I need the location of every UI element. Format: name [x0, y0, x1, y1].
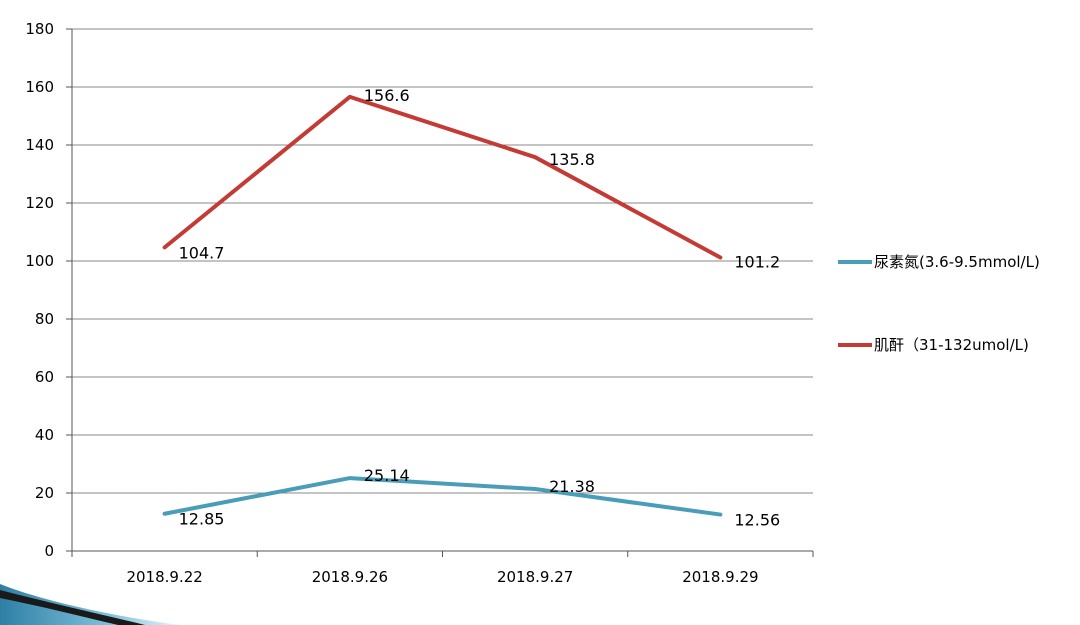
axes	[66, 28, 814, 557]
y-tick-label: 140	[25, 136, 54, 154]
data-label: 104.7	[179, 243, 225, 262]
y-tick-label: 60	[35, 368, 54, 386]
series-line-1	[162, 476, 723, 517]
data-label: 25.14	[364, 466, 410, 485]
legend: 尿素氮(3.6-9.5mmol/L) 肌酐（31-132umol/L)	[838, 253, 1040, 354]
legend-label-2: 肌酐（31-132umol/L)	[874, 336, 1029, 354]
x-tick-label: 2018.9.27	[497, 568, 573, 586]
data-label: 101.2	[734, 253, 780, 272]
y-tick-label: 20	[35, 484, 54, 502]
data-label: 156.6	[364, 86, 410, 105]
y-tick-label: 0	[44, 542, 54, 560]
y-axis-ticks: 0 20 40 60 80 100 120 140 160 180	[25, 20, 54, 560]
y-tick-label: 40	[35, 426, 54, 444]
data-label: 12.85	[179, 510, 225, 529]
gridlines	[72, 28, 813, 494]
series-line-2	[162, 94, 723, 260]
corner-decoration	[0, 584, 180, 625]
x-axis-ticks: 2018.9.22 2018.9.26 2018.9.27 2018.9.29	[126, 568, 758, 586]
y-tick-label: 80	[35, 310, 54, 328]
x-tick-label: 2018.9.26	[312, 568, 388, 586]
data-label: 21.38	[549, 477, 595, 496]
y-tick-label: 100	[25, 252, 54, 270]
y-tick-label: 160	[25, 78, 54, 96]
series	[162, 94, 723, 517]
y-tick-label: 120	[25, 194, 54, 212]
data-label: 135.8	[549, 150, 595, 169]
data-labels: 12.85 25.14 21.38 12.56 104.7 156.6 135.8 101.2	[179, 86, 781, 530]
y-tick-label: 180	[25, 20, 54, 38]
data-label: 12.56	[734, 511, 780, 530]
legend-label-1: 尿素氮(3.6-9.5mmol/L)	[874, 253, 1040, 271]
x-tick-label: 2018.9.29	[682, 568, 758, 586]
x-tick-label: 2018.9.22	[126, 568, 202, 586]
